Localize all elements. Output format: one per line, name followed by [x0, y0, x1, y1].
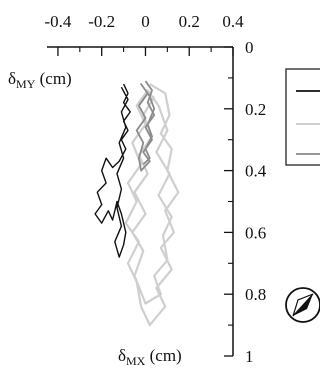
axes [47, 46, 234, 357]
x-tick-label: -0.4 [44, 12, 71, 31]
y-axis-label: δMY (cm) [8, 69, 72, 91]
x-tick-labels: -0.4 -0.2 0 0.2 0.4 [44, 12, 244, 31]
y-tick-label: 0 [245, 38, 254, 57]
series-layer [94, 80, 180, 327]
x-tick-label: 0.2 [179, 12, 200, 31]
y-tick-label: 1 [245, 347, 254, 366]
series-3-line [94, 83, 131, 258]
y-tick-label: 0.4 [245, 162, 267, 181]
x-tick-label: -0.2 [88, 12, 115, 31]
x-axis-label: δMX (cm) [118, 346, 182, 368]
series-1-line [124, 83, 180, 327]
x-tick-label: 0.4 [222, 12, 244, 31]
series-2-line [135, 80, 156, 172]
y-tick-label: 0.8 [245, 285, 266, 304]
compass-icon [285, 287, 320, 323]
legend [285, 68, 320, 166]
y-tick-label: 0.2 [245, 100, 266, 119]
y-tick-label: 0.6 [245, 223, 266, 242]
x-tick-label: 0 [141, 12, 150, 31]
y-tick-labels: 0 0.2 0.4 0.6 0.8 1 [245, 38, 267, 366]
legend-box [285, 68, 320, 166]
